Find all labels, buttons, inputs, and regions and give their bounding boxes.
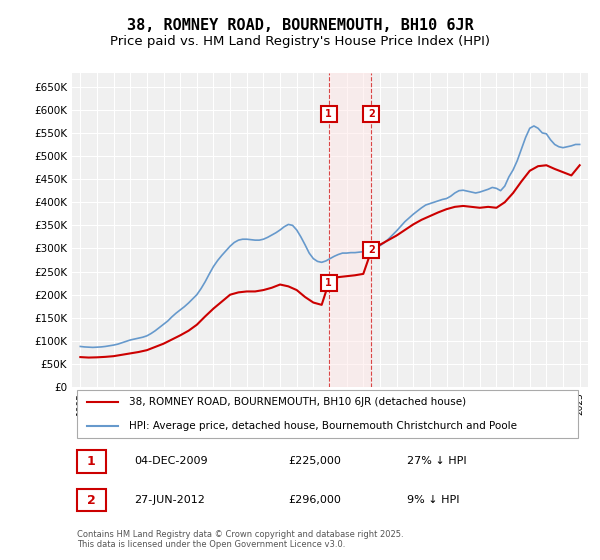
FancyBboxPatch shape [77, 450, 106, 473]
Text: 1: 1 [87, 455, 95, 468]
Text: 27-JUN-2012: 27-JUN-2012 [134, 495, 205, 505]
Bar [329, 73, 371, 387]
Text: 1: 1 [325, 278, 332, 288]
FancyBboxPatch shape [77, 489, 106, 511]
Text: HPI: Average price, detached house, Bournemouth Christchurch and Poole: HPI: Average price, detached house, Bour… [129, 421, 517, 431]
Text: £225,000: £225,000 [289, 456, 341, 466]
Text: £296,000: £296,000 [289, 495, 341, 505]
Text: 2: 2 [368, 109, 375, 119]
Text: Price paid vs. HM Land Registry's House Price Index (HPI): Price paid vs. HM Land Registry's House … [110, 35, 490, 49]
Text: 38, ROMNEY ROAD, BOURNEMOUTH, BH10 6JR: 38, ROMNEY ROAD, BOURNEMOUTH, BH10 6JR [127, 18, 473, 32]
Text: 1: 1 [325, 109, 332, 119]
FancyBboxPatch shape [77, 390, 578, 438]
Text: Contains HM Land Registry data © Crown copyright and database right 2025.
This d: Contains HM Land Registry data © Crown c… [77, 530, 404, 549]
Text: 27% ↓ HPI: 27% ↓ HPI [407, 456, 467, 466]
Text: 38, ROMNEY ROAD, BOURNEMOUTH, BH10 6JR (detached house): 38, ROMNEY ROAD, BOURNEMOUTH, BH10 6JR (… [129, 397, 466, 407]
Text: 2: 2 [368, 245, 375, 255]
Text: 9% ↓ HPI: 9% ↓ HPI [407, 495, 460, 505]
Text: 2: 2 [87, 493, 95, 507]
Text: 04-DEC-2009: 04-DEC-2009 [134, 456, 208, 466]
